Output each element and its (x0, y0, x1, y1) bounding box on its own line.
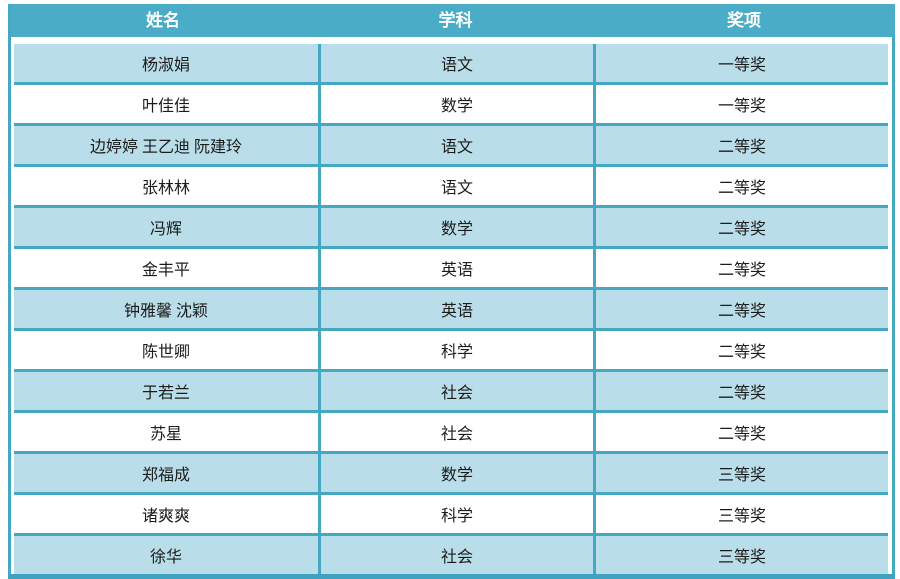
cell-name: 边婷婷 王乙迪 阮建玲 (14, 126, 318, 164)
cell-subject: 语文 (321, 167, 593, 205)
cell-subject: 社会 (321, 413, 593, 451)
table-header-row: 姓名 学科 奖项 (8, 4, 895, 37)
cell-award: 三等奖 (596, 454, 888, 492)
table-row: 张林林 语文 二等奖 (14, 167, 888, 205)
table-row: 杨淑娟 语文 一等奖 (14, 44, 888, 82)
cell-subject: 社会 (321, 372, 593, 410)
cell-subject: 语文 (321, 44, 593, 82)
table-row: 边婷婷 王乙迪 阮建玲 语文 二等奖 (14, 126, 888, 164)
cell-award: 二等奖 (596, 167, 888, 205)
table-row: 于若兰 社会 二等奖 (14, 372, 888, 410)
table-row: 冯辉 数学 二等奖 (14, 208, 888, 246)
header-cell-name: 姓名 (146, 11, 180, 30)
cell-name: 陈世卿 (14, 331, 318, 369)
cell-name: 钟雅馨 沈颖 (14, 290, 318, 328)
cell-name: 徐华 (14, 536, 318, 574)
table-outer-border-left (8, 4, 11, 574)
table-row: 金丰平 英语 二等奖 (14, 249, 888, 287)
cell-name: 张林林 (14, 167, 318, 205)
cell-name: 冯辉 (14, 208, 318, 246)
header-cell-award: 奖项 (727, 11, 761, 30)
cell-subject: 科学 (321, 495, 593, 533)
cell-award: 二等奖 (596, 413, 888, 451)
cell-name: 苏星 (14, 413, 318, 451)
table-outer-border-bottom (8, 574, 895, 579)
cell-name: 郑福成 (14, 454, 318, 492)
cell-name: 诸爽爽 (14, 495, 318, 533)
cell-name: 叶佳佳 (14, 85, 318, 123)
cell-subject: 科学 (321, 331, 593, 369)
cell-award: 三等奖 (596, 536, 888, 574)
cell-subject: 语文 (321, 126, 593, 164)
cell-award: 二等奖 (596, 290, 888, 328)
cell-subject: 数学 (321, 454, 593, 492)
cell-award: 二等奖 (596, 331, 888, 369)
cell-name: 于若兰 (14, 372, 318, 410)
table-row: 苏星 社会 二等奖 (14, 413, 888, 451)
table-row: 叶佳佳 数学 一等奖 (14, 85, 888, 123)
cell-name: 杨淑娟 (14, 44, 318, 82)
cell-award: 三等奖 (596, 495, 888, 533)
cell-award: 一等奖 (596, 44, 888, 82)
cell-award: 二等奖 (596, 372, 888, 410)
cell-subject: 英语 (321, 290, 593, 328)
cell-award: 一等奖 (596, 85, 888, 123)
table-row: 诸爽爽 科学 三等奖 (14, 495, 888, 533)
table-body: 杨淑娟 语文 一等奖 叶佳佳 数学 一等奖 边婷婷 王乙迪 阮建玲 语文 二等奖… (14, 44, 888, 574)
table-outer-border-right (892, 37, 895, 574)
cell-award: 二等奖 (596, 249, 888, 287)
cell-award: 二等奖 (596, 208, 888, 246)
awards-table: 姓名 学科 奖项 杨淑娟 语文 一等奖 叶佳佳 数学 一等奖 边婷婷 王乙迪 阮… (8, 4, 895, 579)
cell-subject: 英语 (321, 249, 593, 287)
table-row: 郑福成 数学 三等奖 (14, 454, 888, 492)
cell-award: 二等奖 (596, 126, 888, 164)
table-row: 徐华 社会 三等奖 (14, 536, 888, 574)
cell-subject: 数学 (321, 208, 593, 246)
cell-subject: 社会 (321, 536, 593, 574)
cell-subject: 数学 (321, 85, 593, 123)
table-row: 陈世卿 科学 二等奖 (14, 331, 888, 369)
table-row: 钟雅馨 沈颖 英语 二等奖 (14, 290, 888, 328)
cell-name: 金丰平 (14, 249, 318, 287)
header-cell-subject: 学科 (438, 11, 473, 30)
